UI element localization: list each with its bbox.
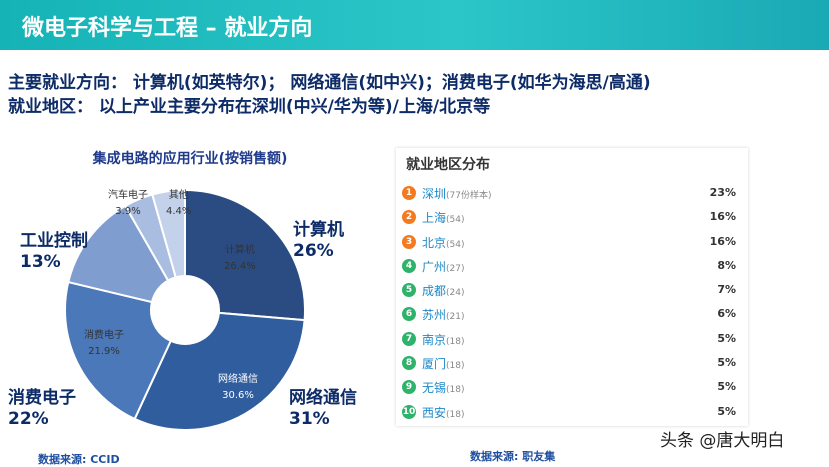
region-percent: 6% <box>717 307 736 321</box>
region-row: 6 苏州(21) 6% <box>402 303 736 327</box>
region-percent: 8% <box>717 258 736 272</box>
region-row: 1 深圳(77份样本) 23% <box>402 182 736 206</box>
region-samples: (24) <box>446 288 465 299</box>
region-samples: (27) <box>446 263 465 274</box>
rank-badge: 6 <box>402 307 416 322</box>
rank-badge: 5 <box>402 283 416 298</box>
big-label-industrial: 工业控制 13% <box>20 231 88 272</box>
pie-slice-5 <box>151 188 186 279</box>
slice-label-consumer: 消费电子 21.9% <box>84 330 124 357</box>
slice-label-auto: 汽车电子 3.9% <box>108 190 148 217</box>
region-percent: 16% <box>709 210 736 224</box>
pie-slice-0 <box>184 188 306 322</box>
rank-badge: 4 <box>402 258 416 273</box>
region-title: 就业地区分布 <box>406 157 490 173</box>
slice-label-network: 网络通信 30.6% <box>218 374 258 401</box>
pie-source: 数据来源: CCID <box>38 453 120 466</box>
region-samples: (21) <box>446 312 465 323</box>
intro-directions: 主要就业方向： 计算机(如英特尔)； 网络通信(如中兴)；消费电子(如华为海思/… <box>8 73 651 93</box>
region-city: 无锡(18) <box>422 381 465 396</box>
region-row: 4 广州(27) 8% <box>402 255 736 279</box>
region-city: 成都(24) <box>422 284 465 299</box>
header-bar: 微电子科学与工程 – 就业方向 <box>0 0 829 50</box>
rank-badge: 8 <box>402 356 416 371</box>
region-row: 3 北京(54) 16% <box>402 231 736 255</box>
region-samples: (18) <box>446 336 465 347</box>
region-percent: 5% <box>717 380 736 394</box>
region-city: 苏州(21) <box>422 308 465 323</box>
region-row: 10 西安(18) 5% <box>402 401 736 425</box>
region-samples: (54) <box>446 215 465 226</box>
region-city: 南京(18) <box>422 332 465 347</box>
rank-badge: 2 <box>402 210 416 225</box>
region-source: 数据来源: 职友集 <box>470 450 556 463</box>
rank-badge: 3 <box>402 234 416 249</box>
region-city: 北京(54) <box>422 235 465 250</box>
page-title: 微电子科学与工程 – 就业方向 <box>22 16 313 41</box>
region-percent: 16% <box>709 234 736 248</box>
slice-label-other: 其他 4.4% <box>166 190 192 217</box>
region-city: 广州(27) <box>422 259 465 274</box>
region-city: 深圳(77份样本) <box>422 187 492 201</box>
region-percent: 23% <box>709 186 736 199</box>
region-percent: 5% <box>717 331 736 345</box>
rank-badge: 10 <box>402 404 416 419</box>
pie-slice-2 <box>64 280 173 421</box>
rank-badge: 7 <box>402 331 416 346</box>
region-distribution-card: 就业地区分布 1 深圳(77份样本) 23% 2 上海(54) 16% 3 北京(54) 16%… <box>396 148 748 426</box>
region-list: 1 深圳(77份样本) 23% 2 上海(54) 16% 3 北京(54) 16% 4 广州(27)… <box>402 182 736 425</box>
region-samples: (18) <box>446 385 465 396</box>
slice-label-computer: 计算机 26.4% <box>224 245 256 272</box>
big-label-consumer: 消费电子 22% <box>8 388 76 429</box>
pie-slice-3 <box>67 204 170 304</box>
region-samples: (18) <box>446 361 465 372</box>
pie-slice-1 <box>133 311 306 431</box>
region-samples: (77份样本) <box>446 191 492 201</box>
region-row: 5 成都(24) 7% <box>402 279 736 303</box>
region-row: 2 上海(54) 16% <box>402 206 736 230</box>
rank-badge: 9 <box>402 380 416 395</box>
region-samples: (18) <box>446 409 465 420</box>
pie-chart-title: 集成电路的应用行业(按销售额) <box>92 151 288 167</box>
region-city: 厦门(18) <box>422 357 465 372</box>
region-city: 上海(54) <box>422 211 465 226</box>
big-label-computer: 计算机 26% <box>293 220 344 261</box>
big-label-network: 网络通信 31% <box>289 388 357 429</box>
region-percent: 7% <box>717 283 736 297</box>
rank-badge: 1 <box>402 186 416 200</box>
industry-donut-chart <box>64 188 306 431</box>
region-samples: (54) <box>446 239 465 250</box>
region-percent: 5% <box>717 356 736 370</box>
region-city: 西安(18) <box>422 405 465 420</box>
region-row: 9 无锡(18) 5% <box>402 376 736 400</box>
watermark: 头条 @唐大明白 <box>660 431 785 451</box>
intro-regions: 就业地区： 以上产业主要分布在深圳(中兴/华为等)/上海/北京等 <box>8 97 491 117</box>
region-row: 8 厦门(18) 5% <box>402 352 736 376</box>
region-percent: 5% <box>717 404 736 418</box>
region-row: 7 南京(18) 5% <box>402 328 736 352</box>
